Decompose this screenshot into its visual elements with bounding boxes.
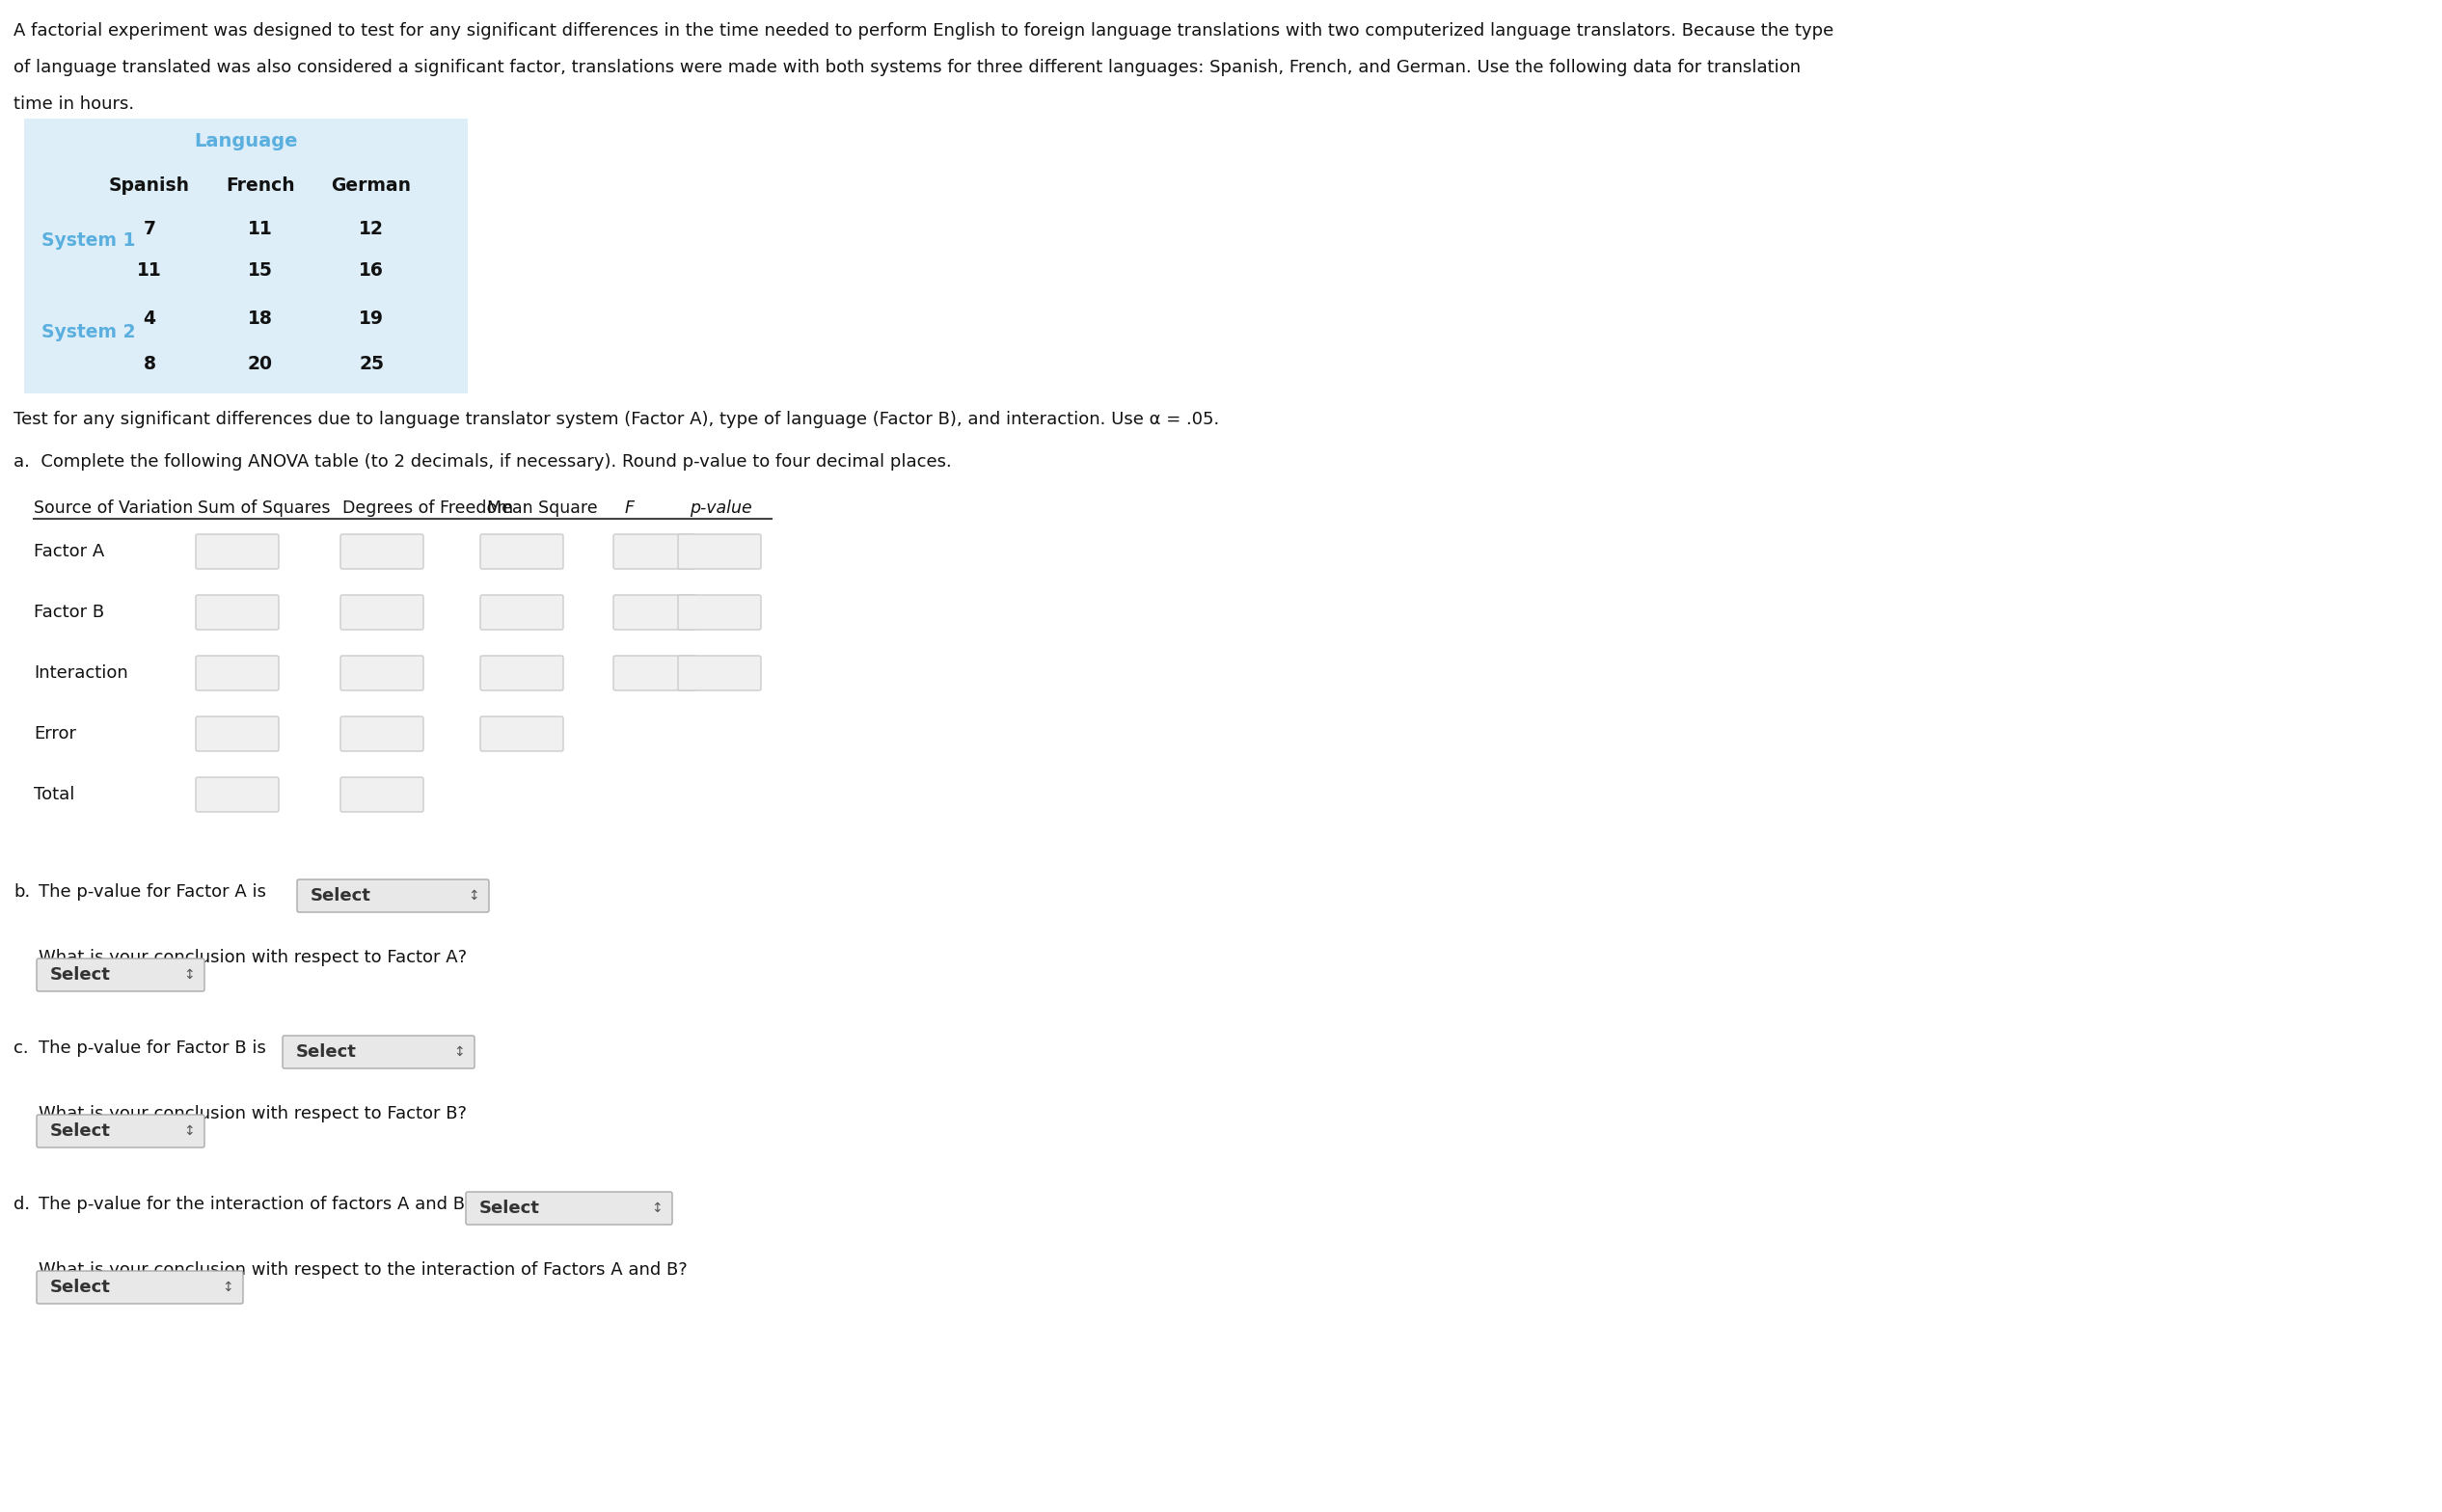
Text: 7: 7 [144, 219, 156, 239]
FancyBboxPatch shape [339, 717, 422, 751]
FancyBboxPatch shape [195, 656, 278, 691]
Text: ↕: ↕ [183, 968, 195, 981]
Text: ↕: ↕ [469, 889, 479, 903]
Text: 20: 20 [249, 355, 274, 373]
Text: Select: Select [51, 1122, 110, 1140]
Text: a.  Complete the following ANOVA table (to 2 decimals, if necessary). Round p-va: a. Complete the following ANOVA table (t… [15, 454, 952, 470]
Text: Factor B: Factor B [34, 603, 105, 621]
Bar [24, 118, 469, 393]
Text: German: German [332, 177, 410, 195]
FancyBboxPatch shape [613, 594, 696, 629]
Text: 4: 4 [144, 310, 156, 328]
Text: French: French [225, 177, 295, 195]
Text: The p-value for the interaction of factors A and B is: The p-value for the interaction of facto… [39, 1196, 484, 1213]
Text: ↕: ↕ [222, 1281, 234, 1294]
FancyBboxPatch shape [37, 959, 205, 992]
Text: The p-value for Factor B is: The p-value for Factor B is [39, 1040, 266, 1057]
Text: Error: Error [34, 726, 76, 742]
Text: ↕: ↕ [183, 1125, 195, 1139]
Text: What is your conclusion with respect to Factor B?: What is your conclusion with respect to … [39, 1105, 466, 1122]
Text: Source of Variation: Source of Variation [34, 499, 193, 517]
Text: Select: Select [479, 1199, 540, 1217]
FancyBboxPatch shape [613, 534, 696, 569]
FancyBboxPatch shape [339, 534, 422, 569]
Text: Language: Language [193, 132, 298, 150]
FancyBboxPatch shape [37, 1114, 205, 1148]
Text: F: F [625, 499, 635, 517]
FancyBboxPatch shape [481, 594, 564, 629]
Text: time in hours.: time in hours. [15, 95, 134, 113]
Text: 19: 19 [359, 310, 383, 328]
Text: System 2: System 2 [42, 324, 134, 342]
FancyBboxPatch shape [679, 594, 762, 629]
FancyBboxPatch shape [679, 534, 762, 569]
FancyBboxPatch shape [339, 594, 422, 629]
FancyBboxPatch shape [466, 1191, 672, 1225]
Text: p-value: p-value [689, 499, 752, 517]
Text: Select: Select [295, 1043, 357, 1061]
Text: Interaction: Interaction [34, 664, 127, 682]
FancyBboxPatch shape [195, 717, 278, 751]
Text: Select: Select [310, 888, 371, 904]
Text: Mean Square: Mean Square [486, 499, 598, 517]
FancyBboxPatch shape [613, 656, 696, 691]
FancyBboxPatch shape [481, 656, 564, 691]
FancyBboxPatch shape [679, 656, 762, 691]
Text: 18: 18 [249, 310, 274, 328]
Text: 15: 15 [249, 262, 274, 280]
FancyBboxPatch shape [195, 777, 278, 812]
Text: Sum of Squares: Sum of Squares [198, 499, 330, 517]
FancyBboxPatch shape [481, 717, 564, 751]
FancyBboxPatch shape [339, 777, 422, 812]
Text: 12: 12 [359, 219, 383, 239]
Text: What is your conclusion with respect to the interaction of Factors A and B?: What is your conclusion with respect to … [39, 1261, 686, 1279]
FancyBboxPatch shape [481, 534, 564, 569]
Text: 25: 25 [359, 355, 383, 373]
Text: ↕: ↕ [652, 1202, 662, 1216]
Text: System 1: System 1 [42, 231, 134, 249]
Text: 11: 11 [249, 219, 274, 239]
FancyBboxPatch shape [195, 534, 278, 569]
Text: c.: c. [15, 1040, 29, 1057]
Text: ↕: ↕ [454, 1045, 464, 1058]
Text: Total: Total [34, 786, 76, 803]
Text: of language translated was also considered a significant factor, translations we: of language translated was also consider… [15, 59, 1800, 76]
Text: b.: b. [15, 883, 29, 901]
Text: A factorial experiment was designed to test for any significant differences in t: A factorial experiment was designed to t… [15, 23, 1834, 39]
Text: d.: d. [15, 1196, 29, 1213]
FancyBboxPatch shape [195, 594, 278, 629]
FancyBboxPatch shape [339, 656, 422, 691]
Text: 16: 16 [359, 262, 383, 280]
Text: Factor A: Factor A [34, 543, 105, 561]
Text: 11: 11 [137, 262, 161, 280]
Text: The p-value for Factor A is: The p-value for Factor A is [39, 883, 266, 901]
Text: Select: Select [51, 966, 110, 984]
Text: What is your conclusion with respect to Factor A?: What is your conclusion with respect to … [39, 950, 466, 966]
Text: Select: Select [51, 1279, 110, 1296]
FancyBboxPatch shape [37, 1272, 244, 1303]
Text: Spanish: Spanish [110, 177, 190, 195]
FancyBboxPatch shape [298, 880, 488, 912]
Text: 8: 8 [144, 355, 156, 373]
Text: Degrees of Freedom: Degrees of Freedom [342, 499, 513, 517]
Text: Test for any significant differences due to language translator system (Factor A: Test for any significant differences due… [15, 411, 1219, 428]
FancyBboxPatch shape [283, 1036, 474, 1069]
